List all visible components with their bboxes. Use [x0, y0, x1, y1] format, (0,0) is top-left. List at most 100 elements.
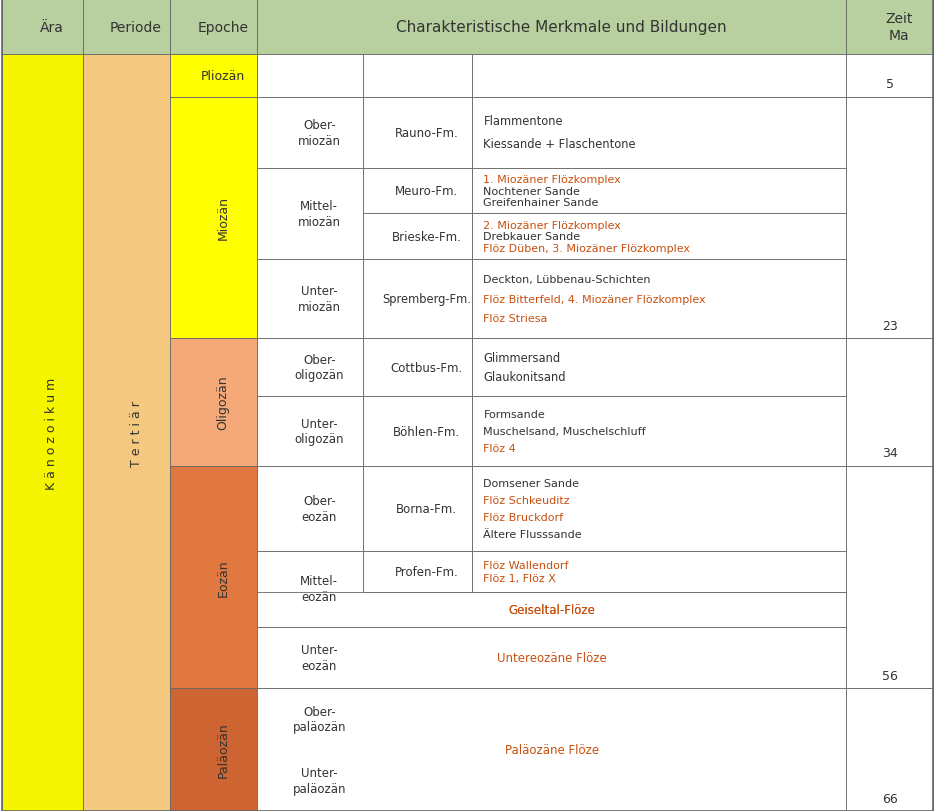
- FancyBboxPatch shape: [472, 214, 846, 260]
- FancyBboxPatch shape: [257, 689, 846, 811]
- Text: Glaukonitsand: Glaukonitsand: [483, 371, 566, 384]
- Text: Profen-Fm.: Profen-Fm.: [395, 565, 459, 578]
- FancyBboxPatch shape: [363, 627, 472, 689]
- Text: Flöz 1, Flöz X: Flöz 1, Flöz X: [483, 573, 556, 583]
- Text: K ä n o z o i k u m: K ä n o z o i k u m: [46, 377, 58, 489]
- FancyBboxPatch shape: [257, 551, 363, 627]
- Text: Glimmersand: Glimmersand: [483, 351, 560, 364]
- Text: Eozän: Eozän: [217, 558, 229, 596]
- FancyBboxPatch shape: [846, 689, 933, 811]
- FancyBboxPatch shape: [363, 97, 472, 169]
- FancyBboxPatch shape: [846, 338, 933, 466]
- Text: Cottbus-Fm.: Cottbus-Fm.: [391, 361, 463, 374]
- FancyBboxPatch shape: [257, 689, 363, 749]
- FancyBboxPatch shape: [257, 260, 363, 338]
- FancyBboxPatch shape: [83, 0, 170, 55]
- FancyBboxPatch shape: [257, 97, 363, 169]
- FancyBboxPatch shape: [257, 592, 846, 627]
- Text: 5: 5: [885, 78, 894, 91]
- Text: Mittel-
eozän: Mittel- eozän: [300, 575, 338, 603]
- FancyBboxPatch shape: [257, 169, 363, 260]
- FancyBboxPatch shape: [257, 0, 846, 55]
- Text: Flammentone: Flammentone: [483, 115, 563, 128]
- Text: Rauno-Fm.: Rauno-Fm.: [395, 127, 459, 139]
- Text: Kiessande + Flaschentone: Kiessande + Flaschentone: [483, 138, 636, 151]
- FancyBboxPatch shape: [257, 338, 363, 397]
- Text: Unter-
paläozän: Unter- paläozän: [293, 766, 346, 795]
- FancyBboxPatch shape: [363, 551, 472, 592]
- FancyBboxPatch shape: [83, 55, 170, 811]
- Text: Miozän: Miozän: [217, 196, 229, 240]
- FancyBboxPatch shape: [363, 169, 472, 214]
- Text: Flöz Wallendorf: Flöz Wallendorf: [483, 560, 568, 570]
- Text: 23: 23: [882, 319, 898, 333]
- Text: Paläozäne Flöze: Paläozäne Flöze: [505, 743, 598, 756]
- FancyBboxPatch shape: [170, 55, 257, 97]
- FancyBboxPatch shape: [257, 627, 846, 689]
- FancyBboxPatch shape: [257, 466, 363, 551]
- Text: Ära: Ära: [40, 20, 64, 35]
- FancyBboxPatch shape: [472, 466, 846, 551]
- FancyBboxPatch shape: [363, 592, 472, 627]
- FancyBboxPatch shape: [472, 551, 846, 592]
- Text: Borna-Fm.: Borna-Fm.: [396, 502, 457, 515]
- Text: Untereozäne Flöze: Untereozäne Flöze: [496, 651, 607, 664]
- Text: Deckton, Lübbenau-Schichten: Deckton, Lübbenau-Schichten: [483, 275, 651, 285]
- FancyBboxPatch shape: [2, 0, 83, 55]
- Text: Unter-
miozän: Unter- miozän: [298, 285, 340, 314]
- Text: Oligozän: Oligozän: [217, 375, 229, 430]
- FancyBboxPatch shape: [472, 169, 846, 214]
- Text: Geiseltal-Flöze: Geiseltal-Flöze: [509, 603, 595, 616]
- FancyBboxPatch shape: [363, 214, 472, 260]
- Text: Unter-
oligozän: Unter- oligozän: [295, 418, 344, 446]
- FancyBboxPatch shape: [363, 338, 472, 397]
- Text: Ober-
paläozän: Ober- paläozän: [293, 705, 346, 733]
- Text: Flöz 4: Flöz 4: [483, 444, 516, 454]
- FancyBboxPatch shape: [472, 338, 846, 397]
- FancyBboxPatch shape: [472, 592, 846, 627]
- FancyBboxPatch shape: [363, 55, 472, 97]
- Text: 66: 66: [882, 792, 898, 805]
- FancyBboxPatch shape: [257, 749, 363, 811]
- Text: Ober-
oligozän: Ober- oligozän: [295, 354, 344, 382]
- FancyBboxPatch shape: [170, 97, 257, 338]
- FancyBboxPatch shape: [170, 466, 257, 689]
- FancyBboxPatch shape: [363, 689, 472, 811]
- FancyBboxPatch shape: [363, 466, 472, 551]
- FancyBboxPatch shape: [846, 55, 933, 97]
- FancyBboxPatch shape: [363, 260, 472, 338]
- Text: Geiseltal-Flöze: Geiseltal-Flöze: [509, 603, 595, 616]
- Text: Formsande: Formsande: [483, 410, 545, 419]
- Text: Drebkauer Sande: Drebkauer Sande: [483, 232, 581, 242]
- Text: Charakteristische Merkmale und Bildungen: Charakteristische Merkmale und Bildungen: [396, 20, 726, 35]
- Text: Periode: Periode: [110, 20, 162, 35]
- Text: Zeit
Ma: Zeit Ma: [885, 12, 913, 43]
- Text: 34: 34: [882, 447, 898, 460]
- FancyBboxPatch shape: [363, 397, 472, 466]
- Text: Flöz Bruckdorf: Flöz Bruckdorf: [483, 513, 564, 522]
- Text: Flöz Striesa: Flöz Striesa: [483, 314, 548, 324]
- FancyBboxPatch shape: [472, 97, 846, 169]
- FancyBboxPatch shape: [170, 689, 257, 811]
- FancyBboxPatch shape: [257, 55, 363, 97]
- Text: Pliozän: Pliozän: [201, 70, 245, 83]
- FancyBboxPatch shape: [472, 397, 846, 466]
- Text: Domsener Sande: Domsener Sande: [483, 478, 580, 488]
- Text: Unter-
eozän: Unter- eozän: [301, 643, 338, 672]
- Text: Spremberg-Fm.: Spremberg-Fm.: [382, 293, 471, 306]
- FancyBboxPatch shape: [472, 55, 846, 97]
- Text: Paläozän: Paläozän: [217, 722, 229, 778]
- Text: 2. Miozäner Flözkomplex: 2. Miozäner Flözkomplex: [483, 221, 621, 230]
- Text: Ältere Flusssande: Ältere Flusssande: [483, 529, 582, 539]
- Text: Nochtener Sande: Nochtener Sande: [483, 187, 581, 196]
- FancyBboxPatch shape: [170, 0, 257, 55]
- Text: Greifenhainer Sande: Greifenhainer Sande: [483, 198, 598, 208]
- FancyBboxPatch shape: [472, 260, 846, 338]
- Text: Meuro-Fm.: Meuro-Fm.: [396, 185, 458, 198]
- FancyBboxPatch shape: [257, 397, 363, 466]
- Text: Flöz Bitterfeld, 4. Miozäner Flözkomplex: Flöz Bitterfeld, 4. Miozäner Flözkomplex: [483, 294, 706, 304]
- Text: 1. Miozäner Flözkomplex: 1. Miozäner Flözkomplex: [483, 175, 621, 185]
- Text: Ober-
miozän: Ober- miozän: [298, 119, 340, 148]
- FancyBboxPatch shape: [2, 55, 83, 811]
- FancyBboxPatch shape: [846, 466, 933, 689]
